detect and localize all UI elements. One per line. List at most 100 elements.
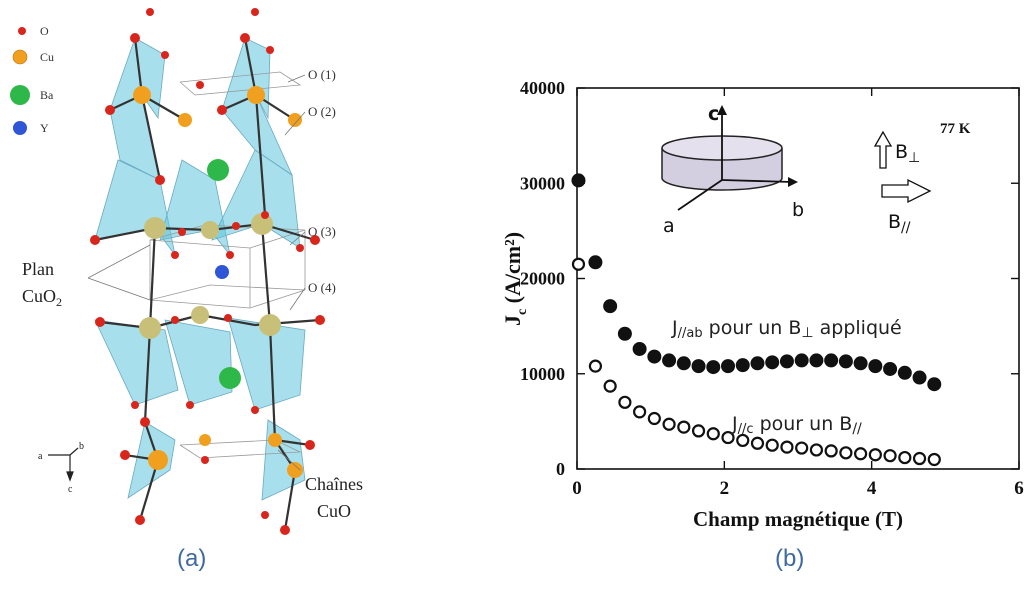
point-jab-filled: [603, 299, 618, 314]
panel-label-b: (b): [775, 545, 805, 572]
o-atoms: [90, 8, 325, 535]
point-jab-filled: [632, 341, 647, 356]
cu-atom: [287, 462, 303, 478]
point-jc-open: [795, 441, 809, 455]
point-jab-filled: [853, 356, 868, 371]
b-perp-arrow: [873, 130, 893, 169]
cu-atom: [201, 221, 219, 239]
cu-atom: [191, 306, 209, 324]
point-jc-open: [736, 433, 750, 448]
point-jc-open: [780, 440, 794, 454]
point-jc-open: [809, 443, 824, 457]
y-tick-label: 20000: [520, 269, 565, 289]
point-jab-filled: [794, 353, 809, 368]
series-filled-mid: pour un B: [703, 317, 802, 339]
series-filled-bsub: ⊥: [801, 325, 813, 341]
point-jab-filled: [676, 356, 691, 371]
legend-y-marker: [13, 121, 27, 135]
point-jc-open: [706, 427, 720, 441]
b-parallel-label: B//: [888, 211, 911, 236]
cu-atom: [268, 433, 282, 447]
legend-o-label: O: [40, 24, 49, 38]
crystal-structure-figure: O Cu Ba Y: [10, 8, 363, 535]
point-jab-filled: [617, 326, 632, 341]
point-jab-filled: [912, 370, 927, 385]
svg-text:Jc (A/cm²): Jc (A/cm²): [500, 232, 530, 326]
point-jab-filled: [868, 359, 883, 374]
point-jc-open: [854, 447, 868, 461]
cu-atom: [251, 213, 273, 235]
point-jc-open: [647, 411, 661, 426]
point-jab-filled: [809, 353, 824, 368]
atoms: [90, 8, 325, 535]
point-jab-filled: [765, 355, 780, 370]
point-jab-filled: [691, 359, 706, 374]
plan-label-formula: CuO: [22, 286, 56, 306]
plan-label-subscript: 2: [56, 295, 62, 309]
point-jab-filled: [779, 354, 794, 369]
y-atom: [215, 265, 229, 279]
point-jab-filled: [897, 365, 912, 380]
point-jc-open: [883, 449, 897, 463]
point-jab-filled: [750, 356, 765, 371]
point-jc-open: [824, 444, 838, 458]
ylabel-main: J: [500, 315, 525, 326]
y-tick-label: 30000: [520, 173, 565, 193]
crystal-structure-panel: O Cu Ba Y: [0, 0, 420, 590]
cu-atom: [259, 314, 281, 336]
site-label-o3: O (3): [308, 224, 336, 239]
plan-label-line1: Plan: [22, 259, 54, 279]
legend-y-label: Y: [40, 121, 49, 135]
point-jab-filled: [838, 354, 853, 369]
site-label-o2: O (2): [308, 104, 336, 119]
legend-cu-label: Cu: [40, 50, 54, 64]
sample-cylinder-inset: [661, 105, 798, 211]
b-parallel-symbol: //: [901, 220, 911, 236]
point-jab-filled: [571, 173, 586, 188]
b-perp-symbol: ⊥: [908, 150, 920, 166]
point-jc-open: [765, 438, 779, 452]
series-label-filled: J//ab pour un B⊥ appliqué: [671, 317, 902, 341]
series-open-bsub: //: [852, 421, 862, 437]
unit-cell-edges: [149, 71, 306, 459]
point-jc-open: [927, 452, 941, 467]
legend-ba-label: Ba: [40, 88, 54, 102]
series-filled-j: J: [671, 317, 678, 339]
jc-chart-panel: 0 2 4 6 0 10000 20000 30000 40000 Jc (A/cm²) Cha…: [430, 0, 1026, 590]
cu-atom: [148, 450, 168, 470]
x-axis-label: Champ magnétique (T): [693, 507, 903, 531]
data-points: [571, 173, 942, 467]
b-parallel-letter: B: [888, 211, 901, 233]
point-jab-filled: [735, 358, 750, 373]
series-filled-end: appliqué: [814, 317, 902, 339]
crystal-axis-b: b: [79, 441, 84, 452]
inset-axis-b: b: [792, 199, 804, 221]
leader-lines: [87, 74, 306, 471]
cu-atom: [133, 86, 151, 104]
series-open-mid: pour un B: [754, 413, 853, 435]
cu-atom: [144, 217, 166, 239]
point-jab-filled: [824, 353, 839, 368]
point-jc-open: [839, 446, 853, 460]
legend-o-marker: [18, 27, 26, 35]
point-jc-open: [677, 420, 691, 434]
y-axis-label: Jc (A/cm²): [500, 232, 530, 326]
ylabel-sub: c: [515, 309, 530, 315]
point-jc-open: [691, 424, 706, 438]
ba-atom: [219, 367, 241, 389]
point-jab-filled: [883, 361, 898, 376]
x-tick-label: 0: [572, 478, 582, 499]
cu-atom: [247, 86, 265, 104]
series-open-jsub: //c: [738, 422, 754, 437]
b-perp-letter: B: [895, 141, 908, 163]
legend-cu-marker: [12, 49, 28, 65]
crystal-axis-c: c: [68, 484, 73, 495]
inset-axis-c: c: [708, 103, 719, 125]
point-jc-open: [868, 448, 882, 462]
point-jab-filled: [927, 377, 942, 392]
point-jab-filled: [588, 255, 603, 270]
y-tick-label: 0: [556, 459, 565, 479]
point-jab-filled: [721, 359, 736, 374]
point-jc-open: [571, 257, 586, 271]
point-jab-filled: [706, 360, 721, 375]
